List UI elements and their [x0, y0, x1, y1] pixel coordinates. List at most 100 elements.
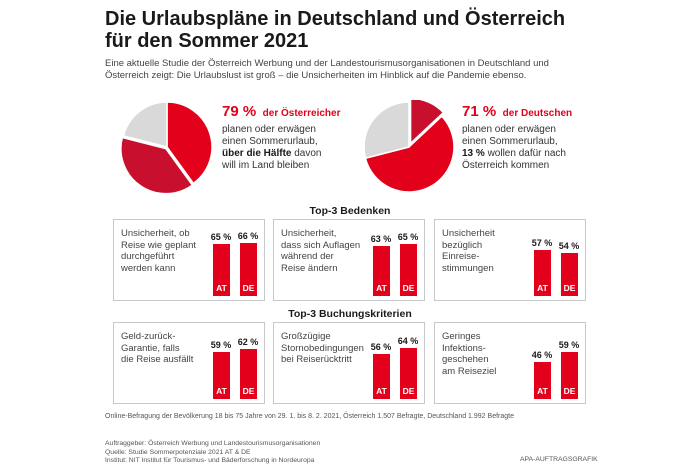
bar-de [561, 252, 578, 296]
criteria-label-line: Unsicherheit [442, 228, 495, 239]
credit-source: Quelle: Studie Sommerpotenziale 2021 AT … [105, 448, 251, 456]
bar-at [213, 244, 230, 296]
criteria-box: Großzügige Stornobedingungen bei Reiserück… [273, 322, 425, 404]
bar-at [534, 362, 551, 399]
criteria-label: Geringes Infektions-geschehen am Reiseziel [442, 331, 532, 377]
bar-at [373, 354, 390, 399]
pie-slice [364, 115, 455, 193]
bar-series-label: AT [376, 386, 387, 396]
bar-de [240, 243, 257, 296]
criteria-label: Unsicherheit, ob Reise wie geplant durchge… [121, 228, 211, 274]
pie-slice [166, 101, 213, 185]
criteria-label-line: Garantie, falls [121, 342, 180, 354]
pie-austria-text: planen oder erwägen einen Sommerurlaub, … [222, 124, 352, 172]
bar-at [213, 351, 230, 399]
criteria-label-line: Infektions- [442, 342, 486, 354]
criteria-label: Geld-zurück- Garantie, falls die Reise aus… [121, 331, 211, 366]
criteria-label: Unsicherheit, dass sich Auflagen während d… [281, 228, 371, 274]
criteria-label-line: Reise ändern [281, 262, 338, 274]
bar-value-label: 59 % [558, 339, 580, 350]
bar-value-label: 65 % [397, 232, 419, 242]
pie-germany-line-2: einen Sommerurlaub, [462, 136, 558, 147]
criteria-box: Unsicherheit, dass sich Auflagen während d… [273, 219, 425, 301]
credit-client: Auftraggeber: Österreich Werbung und Lan… [105, 440, 321, 447]
pie-austria-line-3: davon [291, 148, 322, 159]
criteria-label-line: stimmungen [442, 262, 494, 274]
bar-at [373, 245, 390, 296]
pie-slice [122, 101, 168, 148]
bar-de [400, 347, 417, 399]
pie-chart-germany [363, 100, 455, 193]
pie-austria-line-2: einen Sommerurlaub, [222, 136, 318, 147]
pie-slice [120, 136, 194, 194]
bar-series-label: AT [537, 283, 548, 293]
pie-austria-line-4: will im Land bleiben [222, 160, 310, 171]
bar-series-label: DE [563, 386, 576, 396]
criteria-label-line: Stornobedingungen [281, 342, 364, 354]
credit-institute: Institut: NIT Institut für Tourismus- un… [105, 457, 315, 464]
bar-value-label: 56 % [370, 342, 392, 353]
criteria-label-line: bei Reiserücktritt [281, 354, 352, 365]
pie-germany-text: planen oder erwägen einen Sommerurlaub, … [462, 124, 592, 172]
section-title-concerns: Top-3 Bedenken [309, 205, 391, 217]
criteria-label-line: am Reiseziel [442, 365, 497, 377]
criteria-label-line: Großzügige [281, 331, 331, 342]
pie-slice [409, 100, 445, 146]
pie-austria-heading: 79 % der Österreicher [222, 103, 340, 121]
bar-value-label: 65 % [210, 232, 232, 242]
bar-value-label: 66 % [237, 231, 259, 242]
criteria-box: Unsicherheit bezüglich Einreise-stimmungen [434, 219, 586, 301]
pie-germany-percent: 71 % [462, 103, 497, 120]
bar-value-label: 62 % [237, 337, 259, 348]
bar-de [240, 349, 257, 399]
criteria-label-line: werden kann [121, 262, 176, 274]
pie-austria-line-1: planen oder erwägen [222, 124, 316, 135]
criteria-label-line: Reise wie geplant [121, 239, 196, 251]
pie-germany-line-3: wollen dafür nach [484, 148, 566, 159]
pie-germany-bold: 13 % [462, 148, 485, 159]
page-title: Die Urlaubspläne in Deutschland und Öste… [105, 8, 625, 52]
pie-austria-percent: 79 % [222, 103, 257, 120]
bar-series-label: DE [242, 283, 255, 293]
pie-slice [363, 101, 410, 160]
criteria-label-line: während der [281, 251, 334, 262]
bar-series-label: DE [563, 283, 576, 293]
survey-footnote: Online-Befragung der Bevölkerung 18 bis … [105, 413, 514, 420]
criteria-label-line: Geringes [442, 331, 481, 342]
bar-series-label: DE [402, 386, 415, 396]
bar-series-label: AT [537, 386, 548, 396]
intro-line-1: Eine aktuelle Studie der Österreich Werb… [105, 58, 549, 69]
criteria-label: Großzügige Stornobedingungen bei Reiserück… [281, 331, 371, 366]
criteria-label-line: dass sich Auflagen [281, 239, 361, 251]
bar-value-label: 57 % [531, 238, 553, 249]
criteria-box: Geld-zurück- Garantie, falls die Reise aus… [113, 322, 265, 404]
intro-line-2: Österreich zeigt: Die Urlaubslust ist gr… [105, 70, 527, 81]
criteria-box: Unsicherheit, ob Reise wie geplant durchge… [113, 219, 265, 301]
pie-germany-group: der Deutschen [502, 108, 573, 119]
bar-value-label: 64 % [397, 335, 419, 346]
pie-germany-line-1: planen oder erwägen [462, 124, 556, 135]
criteria-label-line: Geld-zurück- [121, 331, 176, 342]
agency-credit: APA-AUFTRAGSGRAFIK [520, 456, 598, 463]
criteria-label-line: Unsicherheit, ob [121, 228, 190, 239]
bar-series-label: DE [242, 386, 255, 396]
bar-series-label: AT [216, 386, 227, 396]
bar-value-label: 54 % [558, 240, 580, 251]
pie-chart-austria [120, 101, 213, 194]
pie-germany-heading: 71 % der Deutschen [462, 103, 572, 121]
criteria-label: Unsicherheit bezüglich Einreise-stimmungen [442, 228, 532, 274]
pie-austria-group: der Österreicher [262, 108, 341, 119]
bar-series-label: DE [402, 283, 415, 293]
criteria-label-line: bezüglich [442, 239, 483, 251]
criteria-label-line: Unsicherheit, [281, 228, 337, 239]
section-title-booking-criteria: Top-3 Buchungskriterien [288, 308, 412, 320]
criteria-label-line: durchgeführt [121, 251, 175, 262]
criteria-label-line: Einreise- [442, 251, 480, 262]
pie-germany-line-4: Österreich kommen [462, 160, 550, 171]
title-line-2: für den Sommer 2021 [105, 30, 309, 52]
criteria-label-line: geschehen [442, 354, 489, 365]
bar-series-label: AT [376, 283, 387, 293]
bar-at [534, 250, 551, 296]
pie-austria-bold: über die Hälfte [222, 148, 292, 159]
bar-value-label: 46 % [531, 350, 553, 361]
